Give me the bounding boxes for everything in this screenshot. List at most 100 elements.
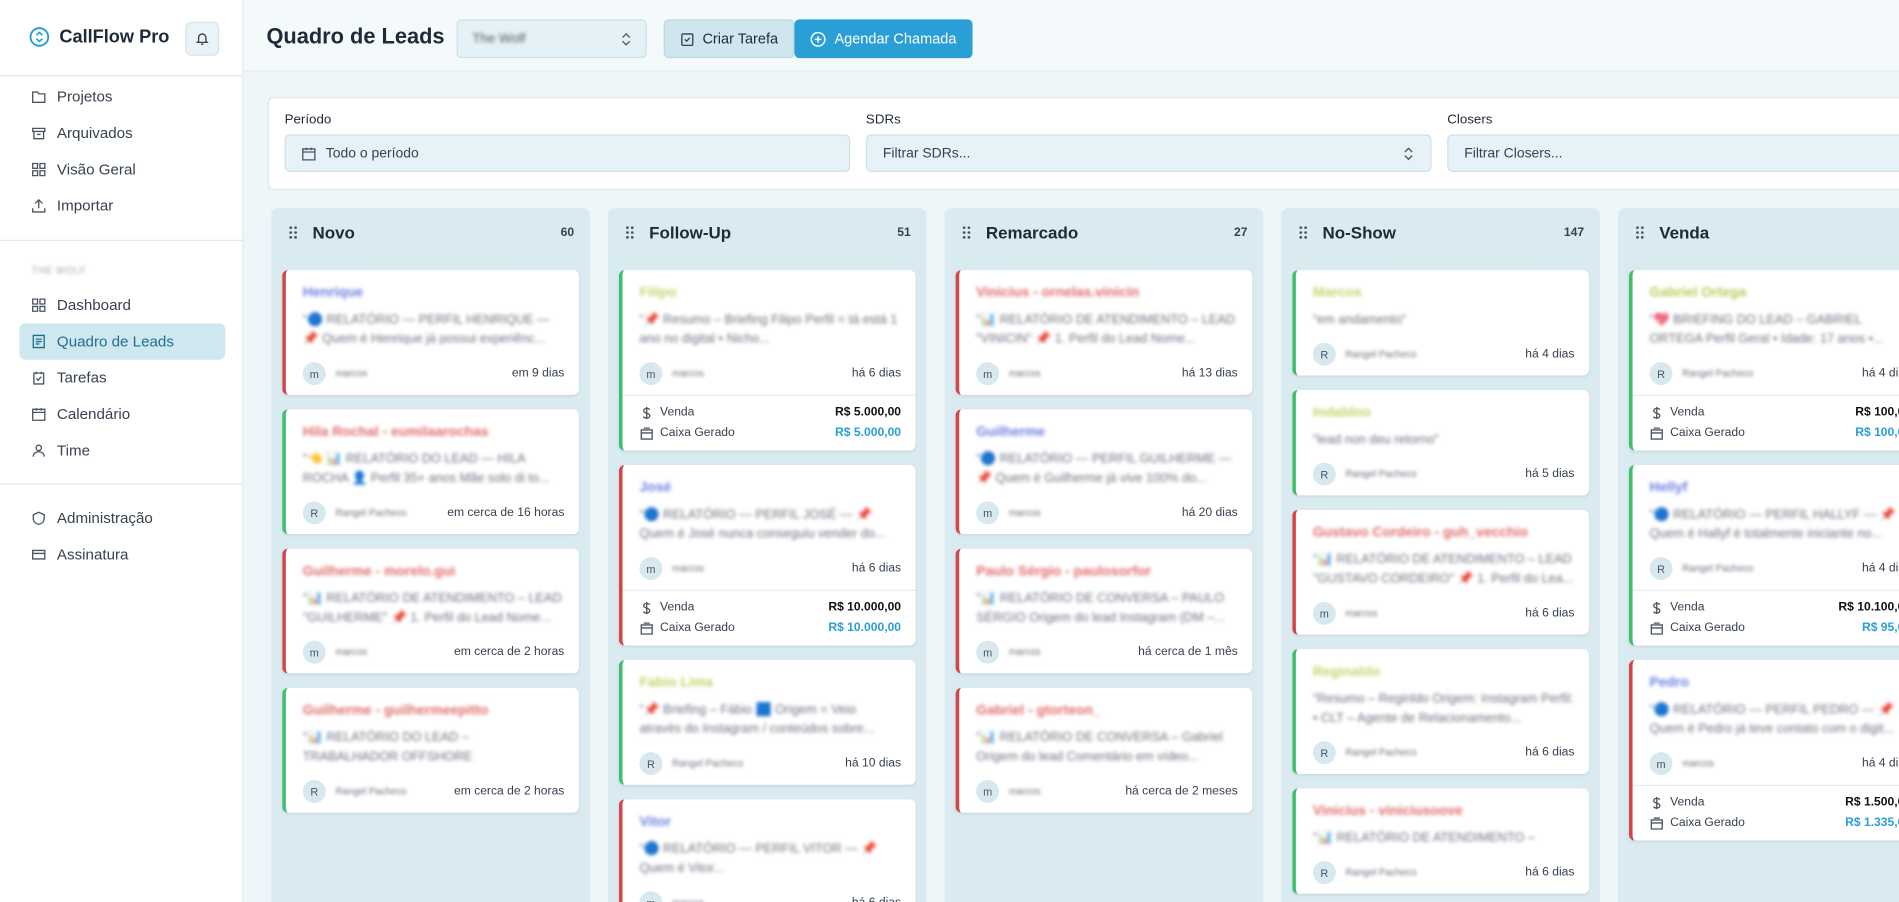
filter-input[interactable]: Filtrar SDRs... [865, 134, 1432, 172]
lead-card[interactable]: Paulo Sérgio - paulosorfor “📊 RELATÓRIO D… [955, 548, 1253, 674]
icon [639, 426, 654, 441]
avatar: m [976, 640, 1000, 664]
deal-value: R$ 100,00 [1855, 426, 1899, 440]
icon [31, 90, 46, 105]
card-footer: m marcos há 20 dias [976, 501, 1238, 525]
avatar: R [302, 779, 326, 803]
nav-item[interactable]: Projetos [19, 79, 225, 115]
lead-card[interactable]: Gabriel Ortega “💖 BRIEFING DO LEAD – GABR… [1628, 270, 1899, 451]
nav-label: Arquivados [56, 124, 133, 142]
lead-name: Guilherme - guilhermeepitto [302, 703, 489, 719]
lead-name: Reginaldo [1312, 664, 1381, 680]
lead-description: “🔵 RELATÓRIO — PERFIL HALLYF — 📌 Quem é … [1649, 507, 1896, 542]
icon [31, 547, 46, 562]
card-list: Filipo “📌 Resumo – Briefing Filipo Perfil… [608, 257, 927, 902]
workspace-select[interactable]: The Wolf [456, 19, 647, 59]
lead-card[interactable]: Gustavo Cordeiro - guh_vecchio “📊 RELATÓR… [1292, 509, 1589, 635]
lead-card[interactable]: Guilherme - guilhermeepitto “📊 RELATÓRIO … [282, 687, 579, 813]
lead-name: Vitor [639, 815, 671, 830]
lead-card[interactable]: Vinicius - ornelas.vinicin “📊 RELATÓRIO D… [955, 270, 1253, 395]
kanban-column: No-Show 147 Marcos “em andamento” R Rangel Pa… [1281, 208, 1600, 902]
card-footer: R Rangel Pacheco há 5 dias [1312, 462, 1574, 486]
sidebar: CallFlow Pro Projetos Arquivados Visão Ger… [0, 0, 244, 902]
icon [286, 225, 301, 240]
lead-description: “📊 RELATÓRIO DE CONVERSA – PAULO SÉRGIO … [976, 591, 1225, 625]
lead-description: “📌 Briefing – Fábio 🟦 Origem = Veio atra… [639, 702, 875, 737]
icon [31, 198, 46, 214]
card-body: Reginaldo “Resumo – Reginldo Origem: Inst… [1296, 649, 1589, 774]
icon-svg [1652, 406, 1661, 419]
icon [1650, 816, 1665, 831]
nav-item[interactable]: Quadro de Leads [19, 323, 226, 360]
deal-row: Venda R$ 10.100,00 [1650, 597, 1899, 618]
nav-item[interactable]: Calendário [19, 396, 225, 432]
lead-card[interactable]: Henrique “🔵 RELATÓRIO — PERFIL HENRIQUE —… [282, 270, 579, 395]
lead-card[interactable]: Guilherme “🔵 RELATÓRIO — PERFIL GUILHERME… [955, 409, 1253, 535]
icon-svg [32, 408, 46, 421]
column-count: 27 [1233, 225, 1248, 240]
lead-name: Vinicius - viniciusoove [1312, 804, 1463, 819]
due-time: há cerca de 1 mês [1138, 645, 1238, 659]
schedule-call-button[interactable]: Agendar Chamada [794, 19, 973, 59]
avatar: R [302, 501, 326, 525]
lead-card[interactable]: José “🔵 RELATÓRIO — PERFIL JOSÉ — 📌 Quem … [618, 465, 916, 646]
create-task-button[interactable]: Criar Tarefa [663, 19, 796, 59]
lead-description: “🔵 RELATÓRIO — PERFIL VITOR — 📌 Quem é V… [639, 841, 878, 876]
filter-label: Período [284, 112, 332, 128]
filter-input[interactable]: Todo o período [284, 134, 851, 172]
lead-card[interactable]: Vitor “🔵 RELATÓRIO — PERFIL VITOR — 📌 Que… [618, 799, 916, 902]
card-footer: R Rangel Pacheco em cerca de 2 horas [302, 779, 564, 803]
card-list: Marcos “em andamento” R Rangel Pacheco há 4 … [1281, 257, 1600, 894]
lead-description: “📊 RELATÓRIO DE CONVERSA – Gabriel Orige… [976, 730, 1223, 765]
lead-card[interactable]: Fabio Lima “📌 Briefing – Fábio 🟦 Origem =… [618, 660, 916, 785]
icon [639, 600, 654, 615]
due-time: há 6 dias [1525, 865, 1575, 880]
column-count: 147 [1563, 225, 1585, 240]
due-time: em cerca de 2 horas [453, 645, 565, 659]
nav-item[interactable]: Dashboard [19, 287, 225, 323]
due-time: há 10 dias [845, 756, 902, 771]
filter-input[interactable]: Filtrar Closers... [1447, 134, 1899, 172]
lead-card[interactable]: Hellyf “🔵 RELATÓRIO — PERFIL HALLYF — 📌 Q… [1628, 465, 1899, 646]
due-time: há 4 dias [1861, 756, 1899, 771]
nav-item[interactable]: Importar [19, 188, 225, 224]
column-name: Remarcado [985, 222, 1079, 243]
lead-name: Gabriel Ortega [1649, 285, 1747, 301]
nav-item[interactable]: Assinatura [19, 537, 225, 573]
lead-name: Vinicius - ornelas.vinicin [976, 285, 1140, 301]
lead-card[interactable]: Pedro “🔵 RELATÓRIO — PERFIL PEDRO — 📌 Que… [1628, 660, 1899, 841]
nav-item[interactable]: Arquivados [19, 115, 225, 151]
lead-description: “🔵 RELATÓRIO — PERFIL HENRIQUE — 📌 Quem … [302, 312, 550, 347]
icon-svg [640, 621, 653, 635]
owner-name: marcos [672, 368, 704, 380]
lead-card[interactable]: Vinicius - viniciusoove “📊 RELATÓRIO DE A… [1292, 788, 1589, 894]
nav-item[interactable]: Visão Geral [19, 151, 225, 187]
lead-card[interactable]: Reginaldo “Resumo – Reginldo Origem: Inst… [1292, 649, 1589, 774]
lead-card[interactable]: Guilherme - morelo.gui “📊 RELATÓRIO DE AT… [282, 548, 579, 674]
card-body: Fabio Lima “📌 Briefing – Fábio 🟦 Origem =… [623, 660, 916, 785]
lead-card[interactable]: Hila Rochal - eumilaarochas “👈 📊 RELATÓRI… [282, 409, 579, 535]
icon-svg [1404, 146, 1413, 160]
icon-svg [32, 198, 46, 213]
deal-info: Venda R$ 100,00 Caixa Gerado R$ 100,00 [1632, 394, 1899, 451]
lead-card[interactable]: Marcos “em andamento” R Rangel Pacheco há 4 … [1292, 270, 1589, 376]
nav-label: Dashboard [56, 296, 131, 314]
column-name: No-Show [1322, 222, 1396, 243]
lead-card[interactable]: Filipo “📌 Resumo – Briefing Filipo Perfil… [618, 270, 916, 451]
nav-item[interactable]: Tarefas [19, 360, 225, 396]
lead-description: “lead non deu retorno” [1312, 432, 1439, 447]
lead-card[interactable]: Indabloo “lead non deu retorno” R Rangel Pa… [1292, 389, 1589, 496]
nav-item[interactable]: Time [19, 432, 225, 468]
due-time: em 9 dias [511, 366, 565, 381]
lead-name: Indabloo [1312, 405, 1371, 421]
owner-name: marcos [1008, 507, 1041, 519]
kanban-column: Follow-Up 51 Filipo “📌 Resumo – Briefing Fi… [607, 208, 927, 902]
icon [1650, 600, 1665, 615]
deal-row: Venda R$ 10.000,00 [639, 597, 901, 618]
notifications-button[interactable] [185, 21, 220, 56]
nav-item[interactable]: Administração [19, 500, 225, 536]
lead-card[interactable]: Gabriel - gtorteon_ “📊 RELATÓRIO DE CONVE… [955, 687, 1253, 813]
